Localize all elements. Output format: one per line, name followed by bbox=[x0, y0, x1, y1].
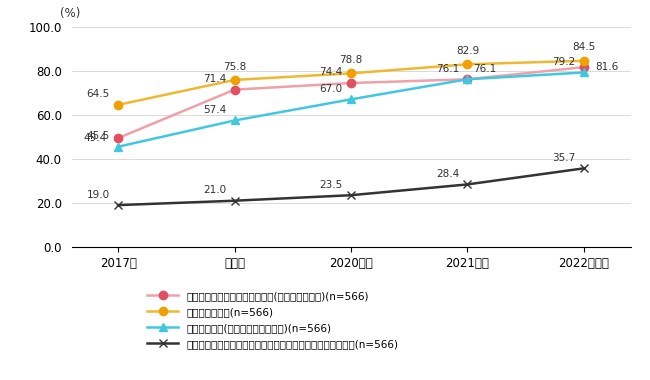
ワークフロー(電子決済・社内稟議)(n=566) bbox=[580, 70, 588, 75]
グループウエア(n=566) bbox=[231, 78, 239, 82]
Text: 64.5: 64.5 bbox=[86, 89, 110, 99]
Text: 82.9: 82.9 bbox=[456, 46, 479, 56]
Text: 74.4: 74.4 bbox=[319, 68, 343, 78]
Text: 76.1: 76.1 bbox=[436, 64, 459, 74]
Text: 71.4: 71.4 bbox=[203, 74, 226, 84]
ファイルサーバーへのアクセス(資料取り出し等)(n=566) bbox=[463, 77, 471, 82]
Line: ワークフロー(電子決済・社内稟議)(n=566): ワークフロー(電子決済・社内稟議)(n=566) bbox=[114, 68, 588, 151]
ワークフロー(電子決済・社内稟議)(n=566) bbox=[114, 144, 122, 149]
Text: 28.4: 28.4 bbox=[436, 169, 459, 179]
Text: 21.0: 21.0 bbox=[203, 185, 226, 195]
シンクライアントによるオフィスのデスクトップ環境の利用(n=566) bbox=[580, 166, 588, 171]
グループウエア(n=566) bbox=[463, 62, 471, 66]
Text: 84.5: 84.5 bbox=[572, 43, 595, 52]
シンクライアントによるオフィスのデスクトップ環境の利用(n=566) bbox=[231, 198, 239, 203]
シンクライアントによるオフィスのデスクトップ環境の利用(n=566) bbox=[463, 182, 471, 187]
Text: 78.8: 78.8 bbox=[339, 55, 363, 65]
Text: 81.6: 81.6 bbox=[595, 62, 618, 72]
Text: 76.1: 76.1 bbox=[473, 64, 496, 74]
ファイルサーバーへのアクセス(資料取り出し等)(n=566) bbox=[114, 136, 122, 140]
Line: グループウエア(n=566): グループウエア(n=566) bbox=[114, 57, 588, 109]
ワークフロー(電子決済・社内稟議)(n=566) bbox=[463, 77, 471, 82]
Text: 19.0: 19.0 bbox=[86, 190, 110, 200]
Line: シンクライアントによるオフィスのデスクトップ環境の利用(n=566): シンクライアントによるオフィスのデスクトップ環境の利用(n=566) bbox=[114, 164, 588, 209]
グループウエア(n=566) bbox=[580, 59, 588, 63]
Text: 79.2: 79.2 bbox=[552, 57, 576, 67]
ファイルサーバーへのアクセス(資料取り出し等)(n=566) bbox=[231, 87, 239, 92]
Text: 67.0: 67.0 bbox=[320, 84, 343, 94]
グループウエア(n=566) bbox=[114, 103, 122, 107]
Legend: ファイルサーバーへのアクセス(資料取り出し等)(n=566), グループウエア(n=566), ワークフロー(電子決済・社内稟議)(n=566), シンクライア: ファイルサーバーへのアクセス(資料取り出し等)(n=566), グループウエア(… bbox=[144, 288, 402, 352]
シンクライアントによるオフィスのデスクトップ環境の利用(n=566) bbox=[347, 193, 355, 198]
シンクライアントによるオフィスのデスクトップ環境の利用(n=566) bbox=[114, 203, 122, 207]
グループウエア(n=566) bbox=[347, 71, 355, 76]
ワークフロー(電子決済・社内稟議)(n=566) bbox=[347, 97, 355, 101]
Text: 75.8: 75.8 bbox=[223, 62, 246, 71]
Text: 45.5: 45.5 bbox=[86, 131, 110, 141]
Text: 49.4: 49.4 bbox=[84, 133, 107, 143]
ファイルサーバーへのアクセス(資料取り出し等)(n=566) bbox=[580, 65, 588, 70]
Text: 57.4: 57.4 bbox=[203, 105, 226, 115]
ワークフロー(電子決済・社内稟議)(n=566) bbox=[231, 118, 239, 123]
Text: 35.7: 35.7 bbox=[552, 153, 576, 163]
ファイルサーバーへのアクセス(資料取り出し等)(n=566) bbox=[347, 81, 355, 85]
Text: 23.5: 23.5 bbox=[319, 180, 343, 190]
Line: ファイルサーバーへのアクセス(資料取り出し等)(n=566): ファイルサーバーへのアクセス(資料取り出し等)(n=566) bbox=[114, 63, 588, 142]
Text: (%): (%) bbox=[60, 7, 80, 20]
